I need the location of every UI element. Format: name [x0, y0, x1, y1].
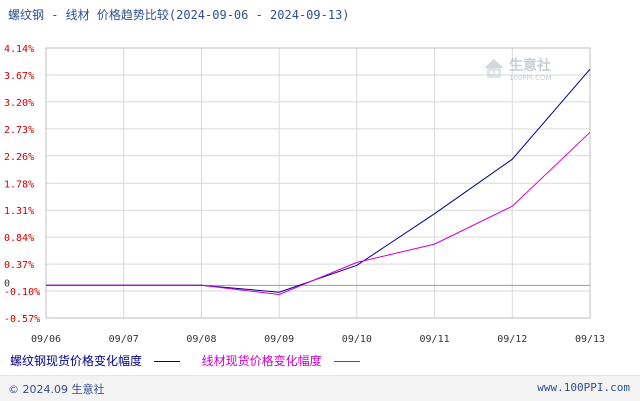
y-tick-label-6: 1.31%: [4, 206, 34, 217]
chart-canvas: 4.14% 3.67% 3.20% 2.73% 2.26% 1.78% 1.31% 0.84%…: [4, 44, 605, 345]
y-tick-label-1: 3.67%: [4, 71, 34, 82]
y-tick-label-8: 0.37%: [4, 260, 34, 271]
footer-site-link[interactable]: www.100PPI.com: [537, 381, 630, 394]
y-tick-label-0: 4.14%: [4, 44, 34, 55]
y-zero-label: 0: [4, 278, 10, 289]
legend-label-rebar: 螺纹钢现货价格变化幅度: [10, 354, 143, 368]
legend: 螺纹钢现货价格变化幅度 线材现货价格变化幅度: [10, 352, 378, 369]
chart-title: 螺纹钢 - 线材 价格趋势比较(2024-09-06 - 2024-09-13): [8, 8, 350, 22]
y-tick-label-7: 0.84%: [4, 233, 34, 244]
y-tick-label-5: 1.78%: [4, 179, 34, 190]
x-tick-label-4: 09/10: [342, 334, 372, 345]
watermark-logo: 生意社 100PPI.COM: [482, 54, 578, 88]
y-tick-label-10: -0.57%: [4, 314, 40, 325]
legend-swatch-wire-rod: [333, 361, 360, 362]
legend-item-wire-rod: 线材现货价格变化幅度: [202, 352, 360, 369]
y-tick-label-4: 2.26%: [4, 152, 34, 163]
x-tick-label-5: 09/11: [420, 334, 450, 345]
legend-item-rebar: 螺纹钢现货价格变化幅度: [10, 352, 180, 369]
y-tick-label-9: -0.10%: [4, 287, 40, 298]
legend-swatch-rebar: [153, 361, 180, 362]
watermark-house-icon: [484, 59, 504, 68]
legend-label-wire-rod: 线材现货价格变化幅度: [201, 354, 322, 368]
footer-copyright: © 2024.09 生意社: [8, 383, 105, 396]
series-line-0: [46, 68, 591, 293]
footer-bar: © 2024.09 生意社 www.100PPI.com: [0, 375, 640, 401]
x-tick-labels: 09/06 09/07 09/08 09/09 09/10 09/11 09/12 09/13: [31, 334, 605, 345]
x-tick-label-6: 09/12: [497, 334, 527, 345]
watermark-site: 100PPI.COM: [509, 74, 552, 82]
x-tick-label-1: 09/07: [109, 334, 139, 345]
y-tick-labels: 4.14% 3.67% 3.20% 2.73% 2.26% 1.78% 1.31% 0.84%…: [4, 44, 40, 325]
y-tick-label-2: 3.20%: [4, 98, 34, 109]
series-line-1: [46, 131, 591, 296]
x-tick-label-2: 09/08: [186, 334, 216, 345]
y-tick-label-3: 2.73%: [4, 125, 34, 136]
watermark-brand: 生意社: [509, 57, 551, 74]
x-tick-label-0: 09/06: [31, 334, 61, 345]
series-layer: [46, 68, 591, 296]
x-tick-label-7: 09/13: [575, 334, 605, 345]
grid-layer: [45, 47, 591, 319]
x-tick-label-3: 09/09: [264, 334, 294, 345]
plot-border: [45, 47, 591, 319]
